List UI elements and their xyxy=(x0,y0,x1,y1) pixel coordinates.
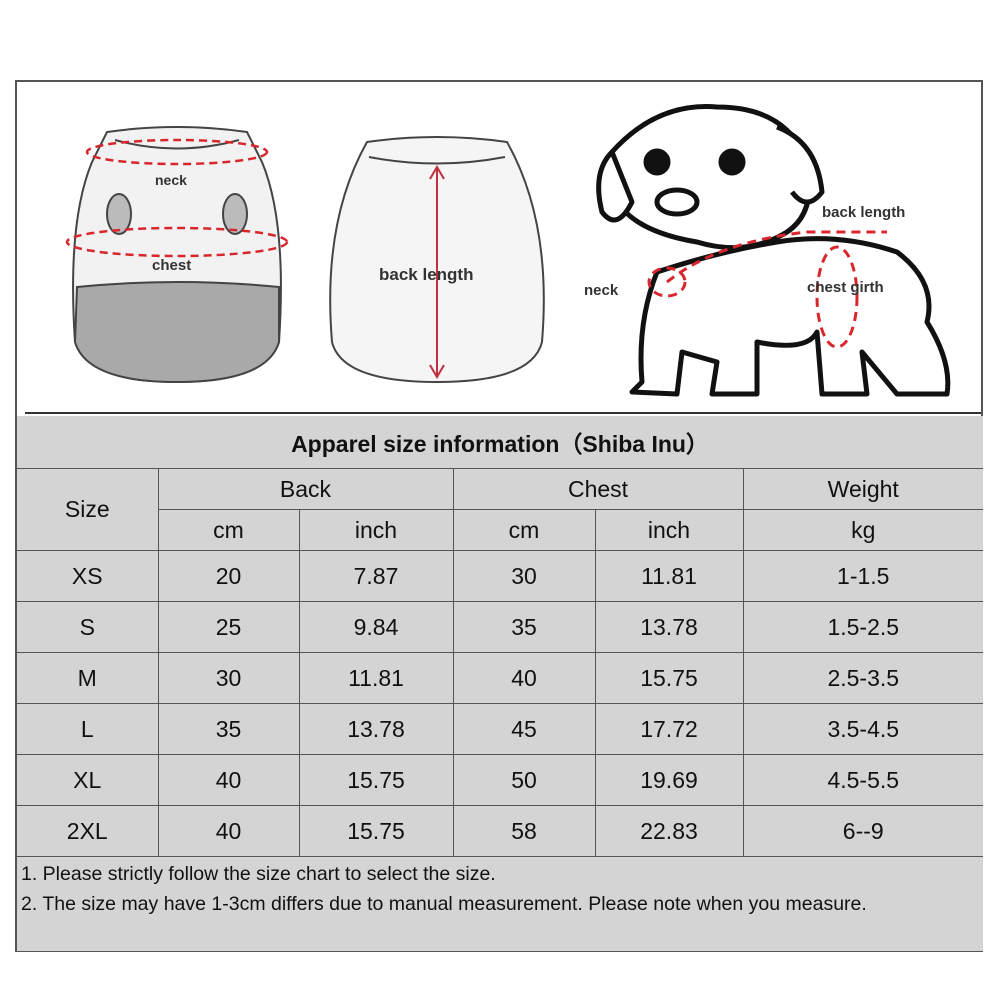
unit-chest-cm: cm xyxy=(452,509,596,551)
garment-front-illustration xyxy=(65,126,289,384)
cell-back-inch: 7.87 xyxy=(298,550,454,602)
cell-chest-inch: 15.75 xyxy=(594,652,744,704)
cell-chest-inch: 13.78 xyxy=(594,601,744,653)
size-chart: neck chest back length back length neck xyxy=(15,80,983,952)
garment-back-illustration xyxy=(329,136,545,384)
table-row: S 25 9.84 35 13.78 1.5-2.5 xyxy=(17,601,983,653)
cell-back-cm: 25 xyxy=(157,601,300,653)
cell-chest-cm: 40 xyxy=(452,652,596,704)
cell-chest-cm: 58 xyxy=(452,805,596,857)
header-weight: Weight xyxy=(742,468,983,510)
cell-back-cm: 20 xyxy=(157,550,300,602)
cell-chest-inch: 17.72 xyxy=(594,703,744,755)
dog-illustration xyxy=(596,104,951,397)
cell-size: L xyxy=(17,703,159,755)
header-chest: Chest xyxy=(452,468,744,510)
cell-weight-kg: 4.5-5.5 xyxy=(742,754,983,806)
unit-back-inch: inch xyxy=(298,509,454,551)
cell-back-inch: 15.75 xyxy=(298,754,454,806)
measurement-illustrations: neck chest back length back length neck xyxy=(65,104,951,397)
cell-chest-cm: 35 xyxy=(452,601,596,653)
cell-back-cm: 35 xyxy=(157,703,300,755)
cell-back-cm: 40 xyxy=(157,805,300,857)
cell-chest-inch: 11.81 xyxy=(594,550,744,602)
cell-back-inch: 15.75 xyxy=(298,805,454,857)
note-1: 1. Please strictly follow the size chart… xyxy=(21,863,496,885)
cell-back-cm: 40 xyxy=(157,754,300,806)
unit-back-cm: cm xyxy=(157,509,300,551)
cell-chest-cm: 30 xyxy=(452,550,596,602)
neck-label: neck xyxy=(155,172,187,188)
cell-weight-kg: 1-1.5 xyxy=(742,550,983,602)
cell-back-inch: 9.84 xyxy=(298,601,454,653)
cell-chest-inch: 19.69 xyxy=(594,754,744,806)
table-row: XL 40 15.75 50 19.69 4.5-5.5 xyxy=(17,754,983,806)
unit-chest-inch: inch xyxy=(594,509,744,551)
chest-label: chest xyxy=(152,257,191,274)
cell-weight-kg: 3.5-4.5 xyxy=(742,703,983,755)
header-size: Size xyxy=(17,468,159,551)
cell-weight-kg: 6--9 xyxy=(742,805,983,857)
table-title: Apparel size information（Shiba Inu） xyxy=(17,416,983,469)
cell-size: 2XL xyxy=(17,805,159,857)
cell-size: S xyxy=(17,601,159,653)
cell-weight-kg: 2.5-3.5 xyxy=(742,652,983,704)
dog-measure-lines xyxy=(647,230,887,349)
cell-chest-cm: 50 xyxy=(452,754,596,806)
cell-back-cm: 30 xyxy=(157,652,300,704)
note-2: 2. The size may have 1-3cm differs due t… xyxy=(21,893,867,915)
dog-back-length-label: back length xyxy=(822,204,905,221)
cell-back-inch: 13.78 xyxy=(298,703,454,755)
table-row: XS 20 7.87 30 11.81 1-1.5 xyxy=(17,550,983,602)
divider xyxy=(25,412,981,414)
cell-size: XS xyxy=(17,550,159,602)
cell-weight-kg: 1.5-2.5 xyxy=(742,601,983,653)
size-table: Apparel size information（Shiba Inu） Size… xyxy=(17,416,983,951)
unit-weight-kg: kg xyxy=(742,509,983,551)
cell-chest-cm: 45 xyxy=(452,703,596,755)
cell-size: XL xyxy=(17,754,159,806)
back-length-label: back length xyxy=(379,265,473,284)
header-back: Back xyxy=(157,468,454,510)
dog-chest-girth-label: chest girth xyxy=(807,279,884,296)
table-row: 2XL 40 15.75 58 22.83 6--9 xyxy=(17,805,983,857)
cell-back-inch: 11.81 xyxy=(298,652,454,704)
cell-size: M xyxy=(17,652,159,704)
table-row: L 35 13.78 45 17.72 3.5-4.5 xyxy=(17,703,983,755)
table-row: M 30 11.81 40 15.75 2.5-3.5 xyxy=(17,652,983,704)
dog-neck-label: neck xyxy=(584,282,619,299)
notes: 1. Please strictly follow the size chart… xyxy=(17,856,983,951)
cell-chest-inch: 22.83 xyxy=(594,805,744,857)
